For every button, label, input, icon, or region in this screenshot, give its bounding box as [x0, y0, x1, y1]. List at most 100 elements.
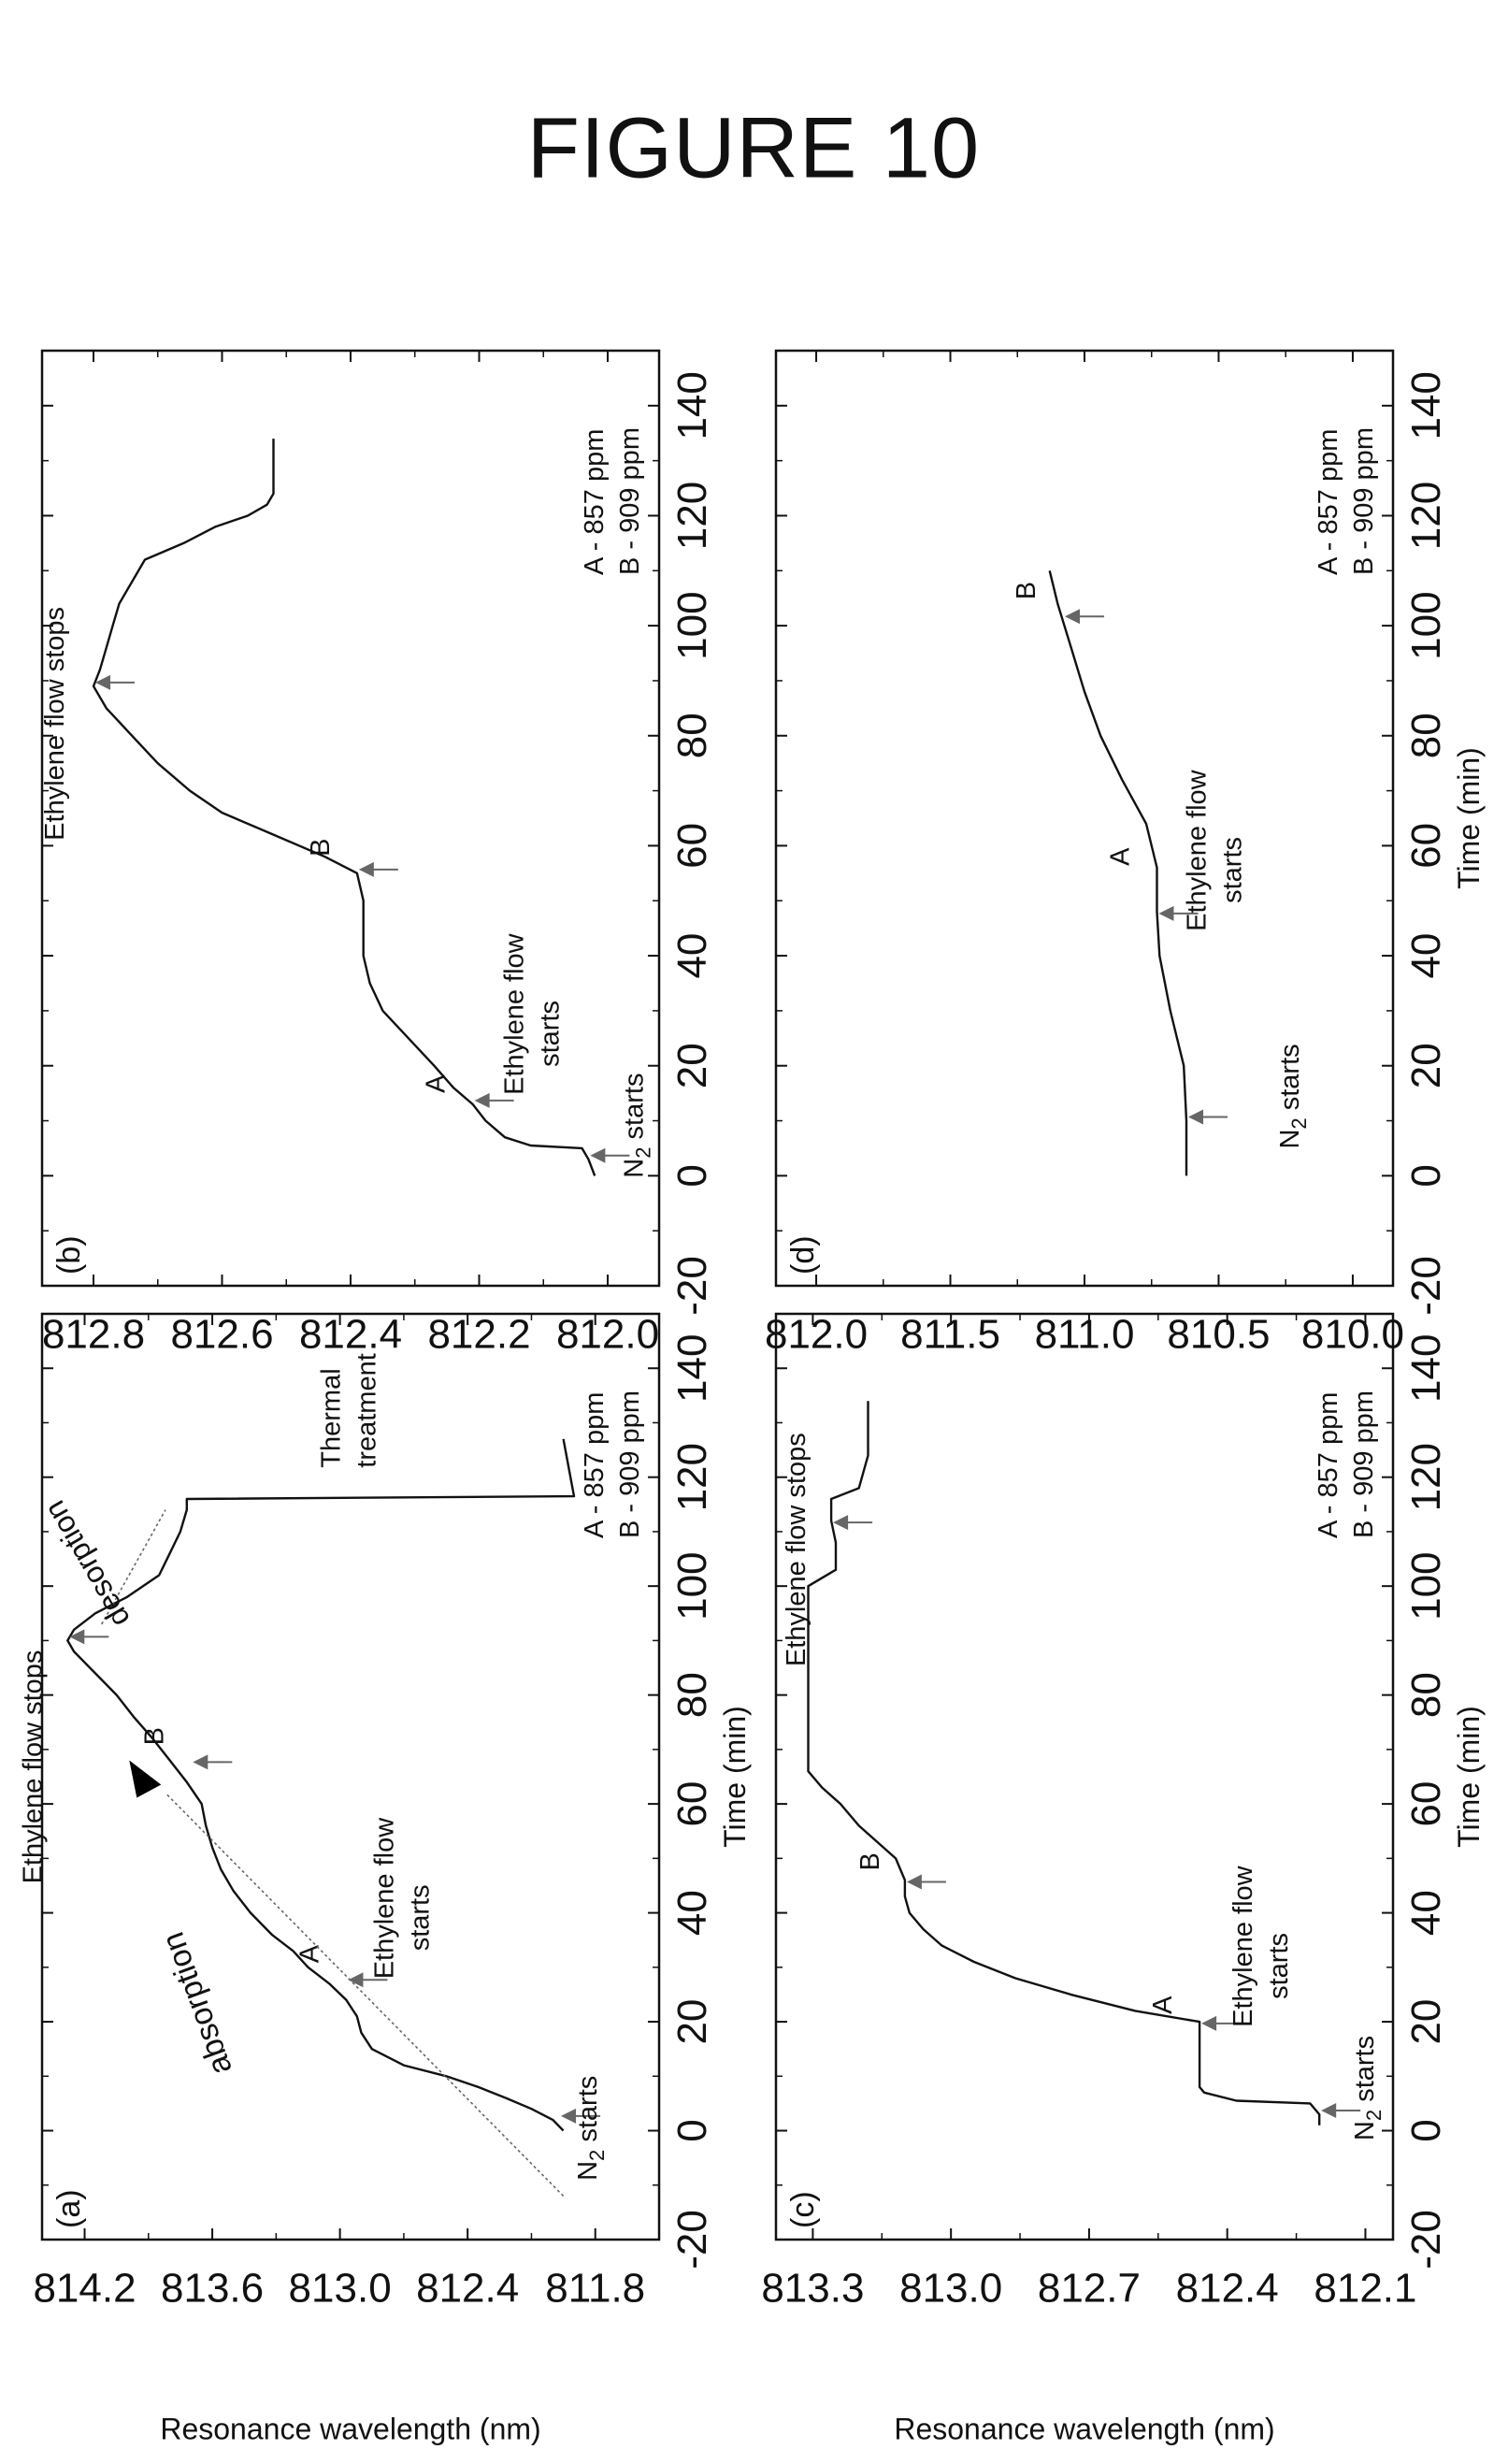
y-tick-label: 812.4 — [1176, 2266, 1279, 2312]
plot-frame — [774, 1312, 1395, 2241]
annotation-arrowhead — [358, 861, 374, 877]
label-a: A — [422, 1074, 452, 1093]
x-tick-label: 120 — [1403, 1443, 1449, 1511]
ethylene-stop-label: Ethylene flow stops — [18, 1650, 48, 1884]
x-tick-label: 140 — [669, 1334, 715, 1403]
x-tick-label: 100 — [1403, 1551, 1449, 1620]
n2-starts-label: N2 starts — [619, 1073, 654, 1178]
x-tick-label: 80 — [1403, 1672, 1449, 1718]
absorption-line — [165, 1792, 565, 2197]
ethylene-start-label-2: starts — [405, 1884, 435, 1951]
x-tick-label: 80 — [669, 1672, 715, 1718]
x-axis-title: Time (min) — [1452, 1706, 1486, 1848]
x-tick-label: 0 — [669, 1164, 715, 1187]
panel-c: -20 0 20 40 60 80 100 120 140 812.1 812.4 812.7 813.… — [761, 1312, 1486, 2445]
n2-starts-label: N2 starts — [1350, 2036, 1386, 2140]
y-tick-label: 810.5 — [1167, 1312, 1270, 1358]
x-tick-label: 0 — [1403, 1164, 1449, 1187]
n2-label-part: starts — [1350, 2036, 1380, 2110]
x-tick-label: -20 — [669, 1256, 715, 1316]
x-tick-label: 40 — [669, 1890, 715, 1936]
y-tick-label: 814.2 — [33, 2266, 136, 2312]
annotation-arrowhead — [561, 2108, 577, 2124]
panel-label: (a) — [51, 2189, 87, 2228]
series-line — [66, 1438, 576, 2132]
x-axis-title: Time (min) — [718, 1706, 752, 1848]
legend-line-a: A - 857 ppm — [580, 1392, 610, 1538]
thermal-label-1: Thermal — [317, 1368, 347, 1467]
legend-line-b: B - 909 ppm — [615, 427, 645, 575]
n2-label-part: 2 — [1362, 2110, 1386, 2121]
panel-a: -20 0 20 40 60 80 100 120 140 811.8 812.4 813.0 813.… — [18, 1312, 752, 2445]
label-b: B — [306, 838, 336, 856]
y-tick-label: 813.6 — [161, 2266, 264, 2312]
annotation-arrowhead — [1321, 2103, 1337, 2119]
annotation-arrowhead — [1188, 1109, 1204, 1125]
panel-label: (b) — [51, 1235, 87, 1275]
x-tick-label: 40 — [1403, 1890, 1449, 1936]
legend-line-b: B - 909 ppm — [1349, 1391, 1379, 1538]
panel-label: (c) — [785, 2191, 821, 2228]
legend-line-a: A - 857 ppm — [1314, 429, 1343, 575]
x-axis-title: Time (min) — [1452, 747, 1486, 889]
label-b: B — [855, 1852, 885, 1870]
y-tick-label: 811.8 — [545, 2266, 645, 2312]
thermal-label-2: treatment — [352, 1353, 382, 1468]
y-tick-label: 813.3 — [761, 2266, 864, 2312]
ethylene-start-label-2: starts — [1217, 837, 1247, 903]
label-b: B — [1012, 582, 1041, 599]
y-tick-label: 812.6 — [170, 1312, 273, 1358]
panel-label: (d) — [785, 1235, 821, 1275]
annotation-arrowhead — [348, 1972, 364, 1988]
annotation-arrowhead — [1201, 2015, 1217, 2031]
x-tick-label: 120 — [669, 482, 715, 550]
n2-label-part: starts — [619, 1073, 649, 1147]
y-tick-label: 812.7 — [1038, 2266, 1141, 2312]
panel-b: -20 0 20 40 60 80 100 120 140 812.0 812.2 812.4 812.… — [40, 349, 715, 1358]
x-tick-label: 0 — [669, 2119, 715, 2141]
series-line — [1048, 570, 1188, 1176]
x-tick-label: 0 — [1403, 2119, 1449, 2141]
x-tick-label: 20 — [1403, 1043, 1449, 1088]
n2-label-part: N — [1275, 1130, 1305, 1149]
x-tick-label: -20 — [1403, 2210, 1449, 2269]
ethylene-start-label-2: starts — [1264, 1933, 1294, 1999]
y-tick-label: 813.0 — [289, 2266, 392, 2312]
plot-frame — [40, 1312, 661, 2241]
ethylene-stop-label: Ethylene flow stops — [40, 607, 70, 841]
plot-frame — [40, 349, 661, 1288]
y-tick-label: 812.0 — [556, 1312, 659, 1358]
absorption-arrowhead — [129, 1760, 162, 1798]
x-tick-label: 20 — [669, 1999, 715, 2045]
y-tick-label: 812.1 — [1314, 2266, 1416, 2312]
n2-starts-label: N2 starts — [573, 2076, 609, 2181]
ethylene-start-label-2: starts — [536, 1001, 566, 1067]
x-tick-label: 40 — [1403, 933, 1449, 979]
y-axis-title: Resonance wavelength (nm) — [160, 2412, 540, 2445]
annotation-arrowhead — [833, 1515, 849, 1531]
x-tick-label: 60 — [669, 1781, 715, 1827]
label-a: A — [294, 1944, 324, 1963]
x-tick-label: 40 — [669, 933, 715, 979]
y-tick-label: 812.8 — [42, 1312, 145, 1358]
x-tick-label: 140 — [1403, 1334, 1449, 1403]
series-line — [807, 1401, 1321, 2125]
x-tick-label: 100 — [669, 1551, 715, 1620]
x-tick-label: 100 — [669, 591, 715, 659]
label-b: B — [139, 1727, 169, 1745]
n2-label-part: 2 — [631, 1147, 654, 1159]
desorption-line — [101, 1509, 166, 1625]
legend-line-b: B - 909 ppm — [1349, 427, 1379, 575]
label-a: A — [1148, 1996, 1178, 2014]
x-tick-label: 100 — [1403, 591, 1449, 659]
annotation-arrowhead — [69, 1629, 85, 1645]
n2-label-part: N — [1350, 2121, 1380, 2140]
panel-d: -20 0 20 40 60 80 100 120 140 810.0 810.5 811.0 811.… — [765, 349, 1486, 1358]
n2-label-part: starts — [1275, 1044, 1305, 1117]
label-a: A — [1105, 847, 1135, 866]
desorption-label: desorption — [37, 1495, 136, 1633]
x-tick-label: 60 — [1403, 823, 1449, 869]
x-tick-label: 140 — [1403, 371, 1449, 439]
x-tick-label: -20 — [1403, 1256, 1449, 1316]
